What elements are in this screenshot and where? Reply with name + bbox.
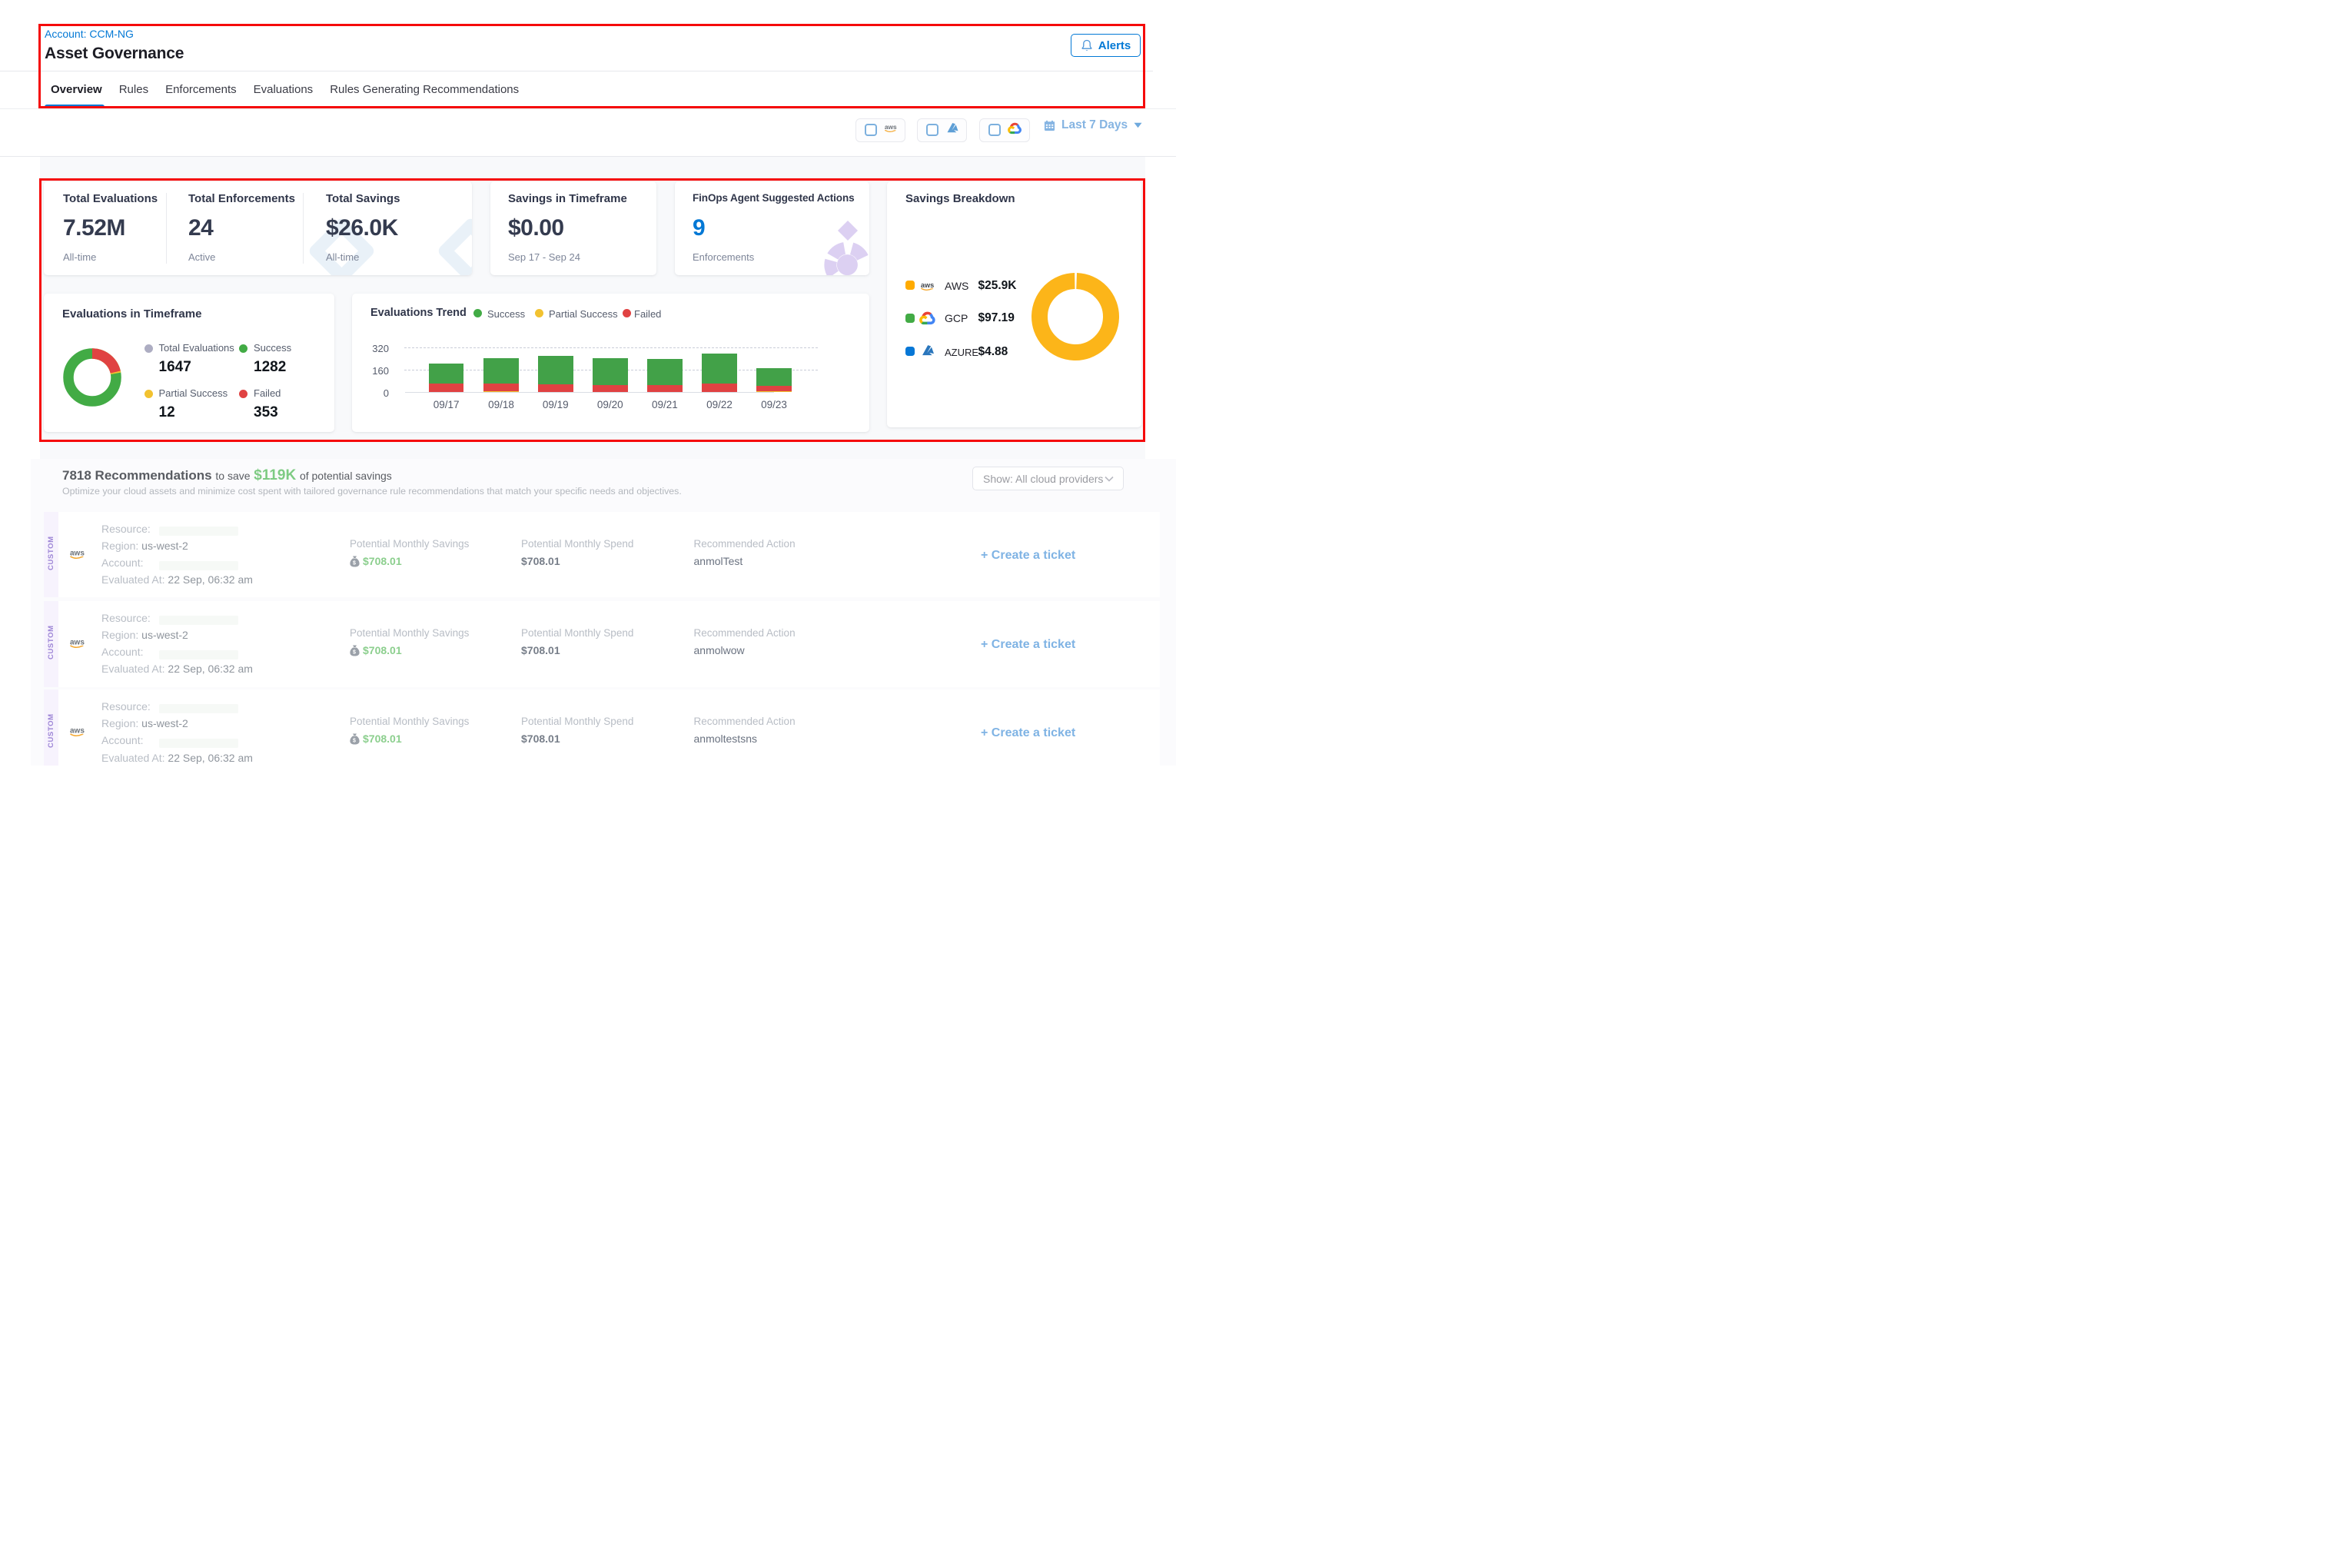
svg-text:aws: aws <box>885 123 897 131</box>
svg-text:aws: aws <box>921 281 934 288</box>
svg-text:$: $ <box>353 649 356 655</box>
svg-text:$: $ <box>353 738 356 743</box>
svg-text:aws: aws <box>70 550 85 558</box>
svg-text:aws: aws <box>70 639 85 647</box>
svg-text:$: $ <box>353 560 356 566</box>
svg-text:aws: aws <box>70 727 85 736</box>
